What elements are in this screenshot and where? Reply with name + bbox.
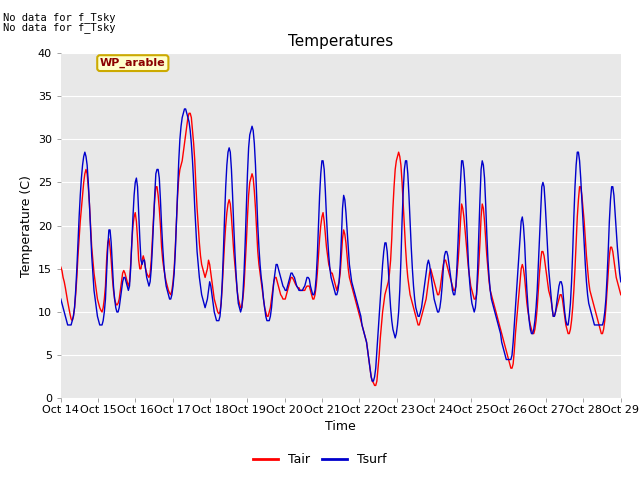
Y-axis label: Temperature (C): Temperature (C)	[20, 175, 33, 276]
Text: No data for f_Tsky: No data for f_Tsky	[3, 12, 116, 23]
Legend: Tair, Tsurf: Tair, Tsurf	[248, 448, 392, 471]
Text: WP_arable: WP_arable	[100, 58, 166, 68]
Text: No data for f_Tsky: No data for f_Tsky	[3, 22, 116, 33]
Title: Temperatures: Temperatures	[288, 34, 394, 49]
X-axis label: Time: Time	[325, 420, 356, 432]
